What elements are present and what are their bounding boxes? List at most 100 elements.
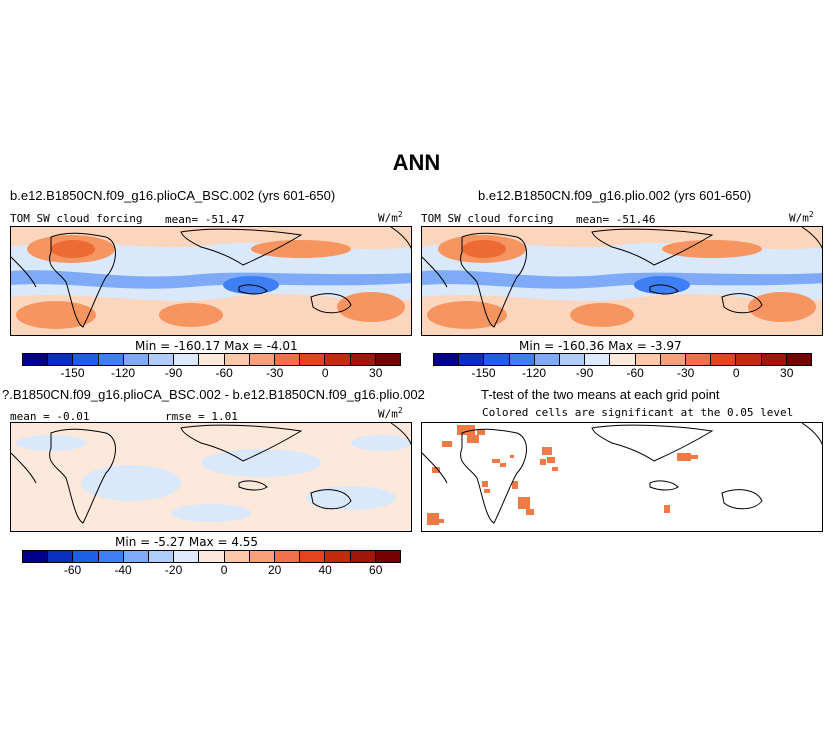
colorbar-swatch [350,551,376,562]
map-blob [427,301,507,329]
figure-title: ANN [392,150,441,175]
colorbar-swatch [375,551,401,562]
colorbar-tick-label: -120 [522,366,547,380]
panel3-rmse: rmse = 1.01 [165,410,238,423]
colorbar-tick-label: -150 [471,366,496,380]
colorbar-tick-label: 30 [780,366,794,380]
colorbar-tick-label: -150 [60,366,85,380]
panel4-title: T-test of the two means at each grid poi… [481,387,720,402]
colorbar-swatch [123,551,150,562]
significance-cells [427,425,698,525]
panel2-colorbar [433,353,812,366]
colorbar-swatch [48,354,74,365]
colorbar-swatch [736,354,762,365]
coastline [11,227,411,328]
coastline [422,227,822,328]
colorbar-swatch [560,354,586,365]
map-blob [251,240,351,258]
colorbar-swatch [300,551,326,562]
panel1-units: W/m2 [378,210,403,225]
map-blob [462,240,506,258]
colorbar-tick-label: 30 [369,366,383,380]
colorbar-swatch [610,354,636,365]
colorbar-tick-label: 60 [369,563,383,577]
colorbar-swatch [585,354,611,365]
colorbar-tick-label: -60 [63,563,82,577]
map-blob [16,301,96,329]
colorbar-tick-label: -90 [164,366,183,380]
panel2-map [421,226,823,336]
map-band [422,270,822,289]
colorbar-tick-label: -30 [676,366,695,380]
colorbar-tick-label: -90 [575,366,594,380]
map-blob [337,292,405,322]
colorbar-swatch [275,354,301,365]
colorbar-tick-label: 0 [732,366,740,380]
panel3-title: ?.B1850CN.f09_g16.plioCA_BSC.002 - b.e12… [2,387,425,402]
colorbar-swatch [434,354,460,365]
colorbar-tick-label: -20 [164,563,183,577]
colorbar-swatch [199,551,225,562]
map-blob [159,303,223,327]
colorbar-swatch [635,354,661,365]
colorbar-swatch [199,354,225,365]
colorbar-swatch [249,354,276,365]
colorbar-swatch [325,354,351,365]
panel2-var-label: TOM SW cloud forcing [421,212,554,225]
panel1-mean: mean= -51.47 [165,213,245,226]
panel3-colorbar-ticks: -60 -40 -20 0 20 40 60 [22,563,401,579]
colorbar-swatch [534,354,561,365]
colorbar-swatch [149,551,175,562]
colorbar-swatch [711,354,737,365]
colorbar-swatch [350,354,376,365]
colorbar-swatch [73,551,99,562]
panel1-var-label: TOM SW cloud forcing [10,212,143,225]
map-blob [662,240,762,258]
colorbar-swatch [459,354,485,365]
map-blob [351,435,411,451]
colorbar-swatch [325,551,351,562]
colorbar-tick-label: -60 [626,366,644,380]
colorbar-swatch [275,551,301,562]
colorbar-swatch [98,354,124,365]
colorbar-swatch [23,551,49,562]
colorbar-swatch [484,354,510,365]
colorbar-swatch [686,354,712,365]
panel2-title: b.e12.B1850CN.f09_g16.plio.002 (yrs 601-… [478,188,752,203]
panel3-mean: mean = -0.01 [10,410,90,423]
colorbar-swatch [786,354,812,365]
panel4-map [421,422,823,532]
colorbar-tick-label: 40 [318,563,332,577]
colorbar-swatch [149,354,175,365]
map-band [11,270,411,289]
colorbar-tick-label: 0 [220,563,228,577]
colorbar-swatch [761,354,787,365]
colorbar-swatch [123,354,150,365]
panel2-colorbar-ticks: -150 -120 -90 -60 -30 0 30 [433,366,812,382]
panel3-units: W/m2 [378,406,403,421]
colorbar-tick-label: -40 [114,563,132,577]
panel4-subtitle: Colored cells are significant at the 0.0… [482,406,794,419]
colorbar-swatch [660,354,687,365]
colorbar-swatch [73,354,99,365]
colorbar-swatch [174,354,200,365]
colorbar-swatch [375,354,401,365]
colorbar-swatch [23,354,49,365]
map-blob [81,465,181,501]
panel1-map [10,226,412,336]
colorbar-swatch [224,354,250,365]
colorbar-swatch [249,551,276,562]
panel1-colorbar-ticks: -150 -120 -90 -60 -30 0 30 [22,366,401,382]
colorbar-tick-label: 0 [321,366,329,380]
colorbar-swatch [48,551,74,562]
panel2-mean: mean= -51.46 [576,213,656,226]
panel1-colorbar [22,353,401,366]
colorbar-tick-label: -60 [215,366,233,380]
panel2-units: W/m2 [789,210,814,225]
colorbar-swatch [300,354,326,365]
coastline [11,423,411,524]
map-blob [748,292,816,322]
colorbar-swatch [509,354,535,365]
panel1-minmax: Min = -160.17 Max = -4.01 [135,339,298,353]
coastline [422,423,822,524]
